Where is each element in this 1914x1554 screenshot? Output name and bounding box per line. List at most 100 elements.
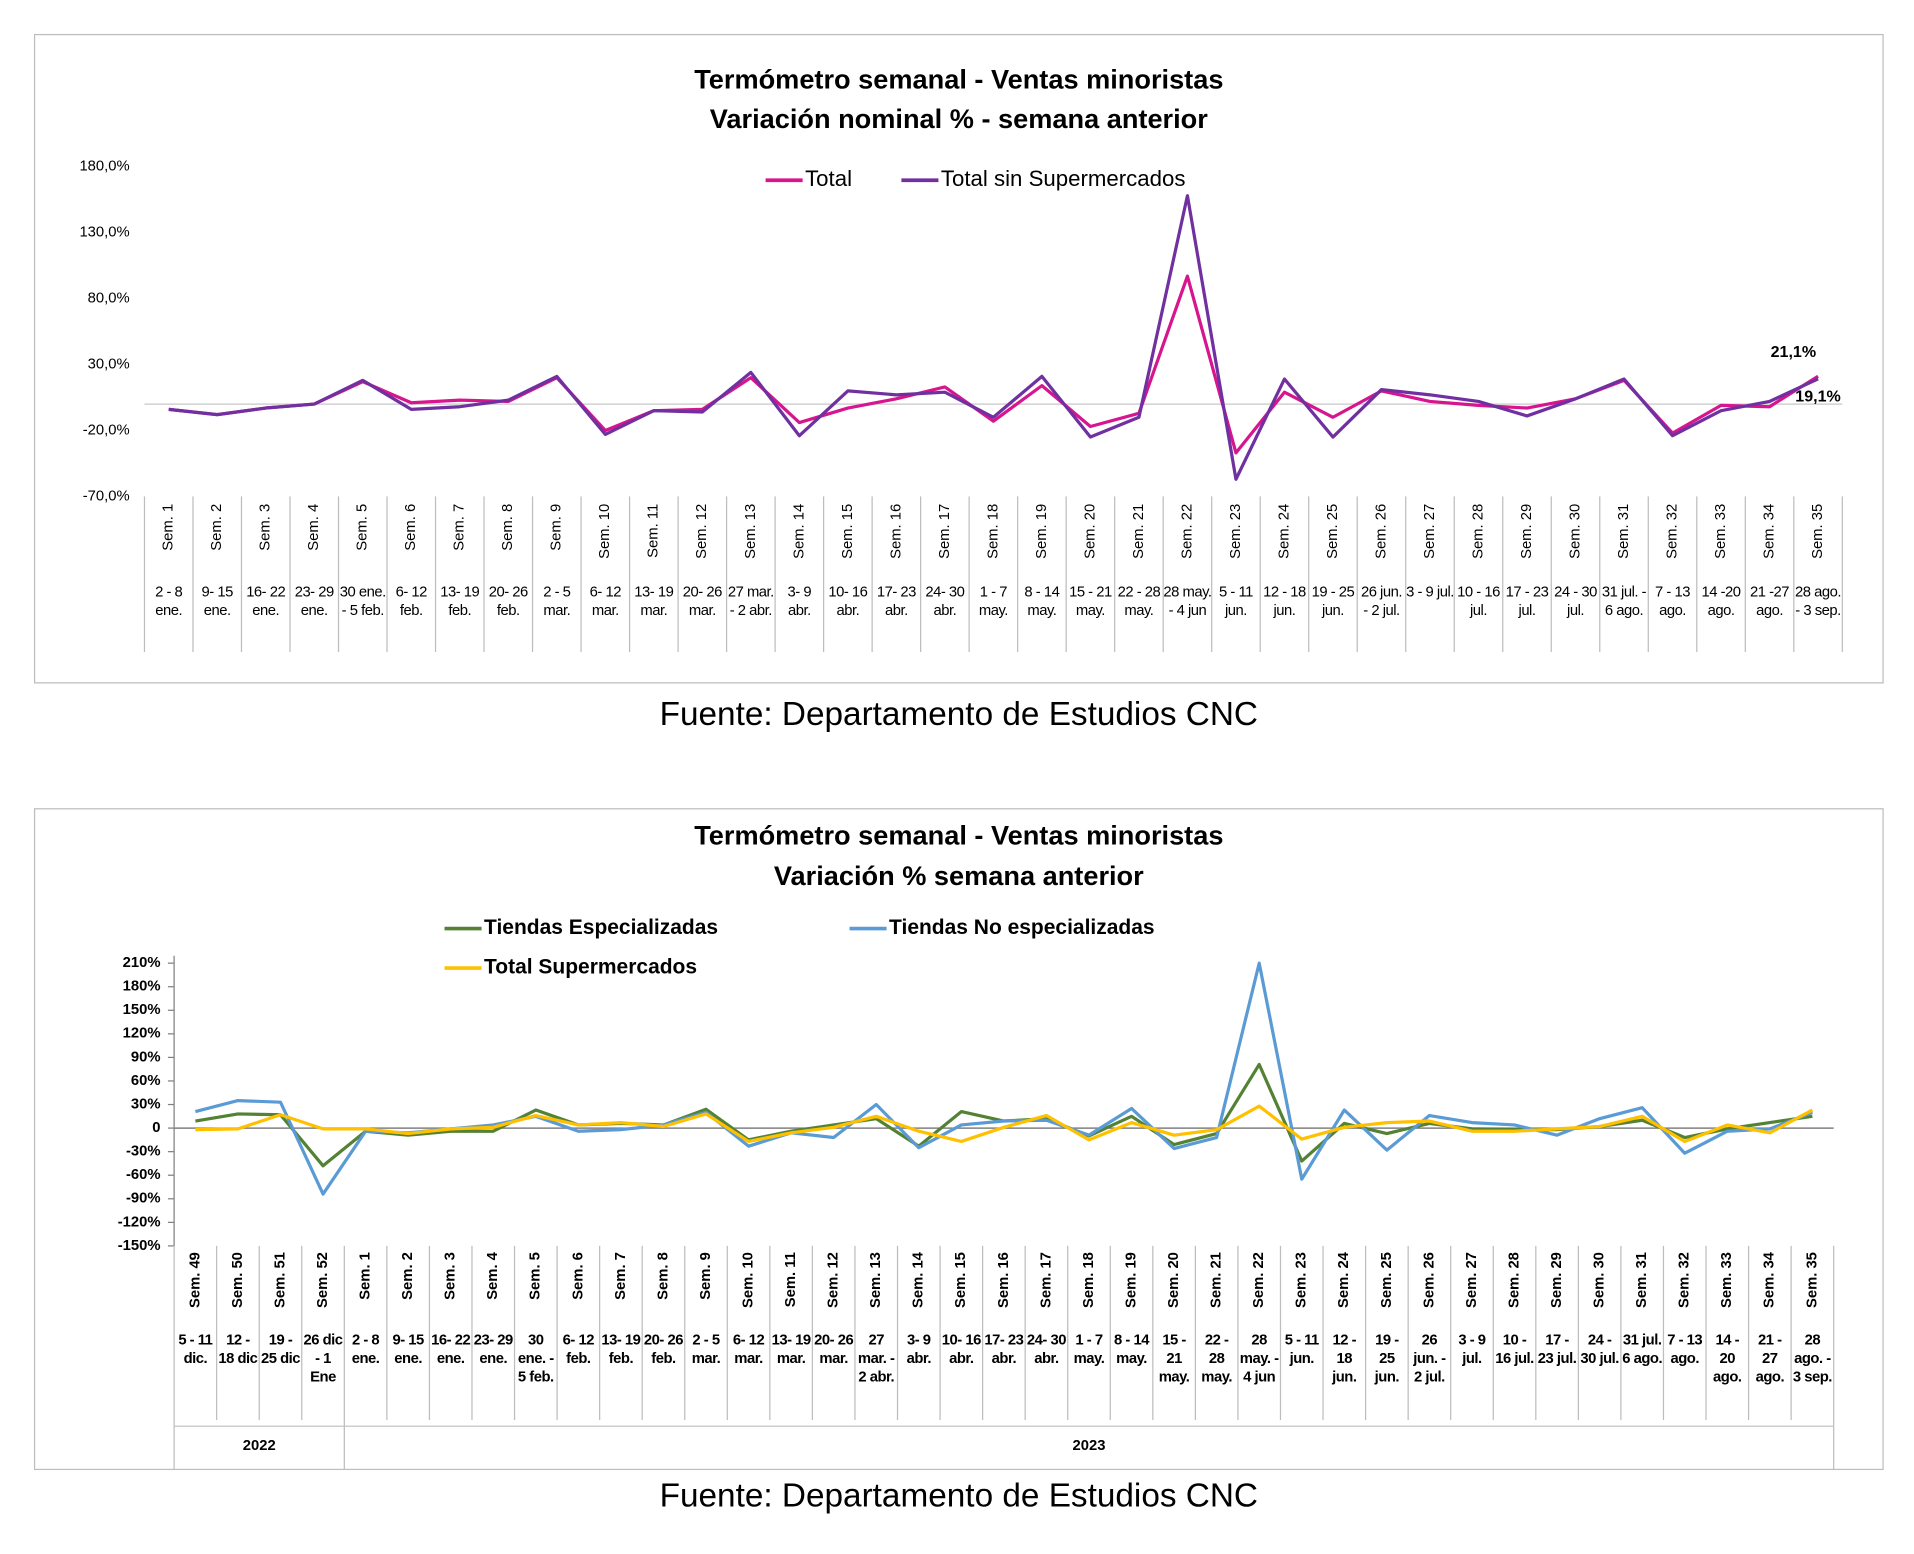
x-tick-label: Sem. 11 — [783, 1252, 799, 1307]
date-label-box: 8 - 14 may. — [1024, 582, 1060, 619]
date-label: 17- 23 abr. — [876, 582, 917, 619]
x-tick-label: Sem. 10 — [740, 1252, 756, 1308]
date-label: 2 - 5 mar. — [543, 582, 571, 619]
date-label-box: 3- 9 abr. — [907, 1331, 932, 1367]
date-label-box: 20- 26 feb. — [488, 582, 529, 619]
date-label: 13- 19 mar. — [634, 582, 674, 619]
x-tick-label: Sem. 12 — [694, 504, 710, 559]
date-label-box: 3 - 9 jul. — [1458, 1331, 1486, 1367]
legend-label: Tiendas No especializadas — [889, 916, 1155, 939]
y-tick-label: -70,0% — [83, 488, 130, 504]
x-tick-label: Sem. 2 — [209, 504, 225, 551]
x-tick-label: Sem. 29 — [1519, 504, 1535, 559]
date-label: 2 - 8 ene. — [155, 582, 183, 619]
date-label: 8 - 14 may. — [1024, 582, 1060, 619]
chart-title: Termómetro semanal - Ventas minoristas — [694, 64, 1223, 95]
x-tick-label: Sem. 25 — [1379, 1252, 1395, 1308]
date-label-box: 15 - 21 may. — [1069, 583, 1112, 619]
y-tick-label: -120% — [118, 1214, 161, 1230]
date-label-box: 24- 30 abr. — [925, 582, 965, 619]
chart-subtitle: Variación nominal % - semana anterior — [710, 103, 1208, 134]
date-label: 1 - 7 may. — [1073, 1331, 1105, 1367]
date-label-box: 5 - 11 jun. — [1219, 583, 1253, 619]
date-label-box: 22 - 28 may. — [1118, 583, 1161, 619]
date-label: 6- 12 mar. — [732, 1331, 765, 1367]
x-tick-label: Sem. 22 — [1179, 504, 1195, 559]
series-line — [168, 274, 1819, 455]
date-label: 20- 26 mar. — [814, 1331, 854, 1367]
x-tick-label: Sem. 21 — [1131, 504, 1147, 559]
date-label-box: 23- 29 ene. — [294, 582, 335, 619]
date-label: 23- 29 ene. — [294, 582, 335, 619]
x-tick-label: Sem. 15 — [953, 1252, 969, 1308]
x-tick-label: Sem. 35 — [1810, 504, 1826, 559]
legend-label: Total — [805, 166, 852, 191]
x-tick-label: Sem. 14 — [791, 504, 807, 559]
date-label-box: 28 may. - 4 jun — [1240, 1331, 1279, 1385]
x-tick-label: Sem. 14 — [911, 1251, 927, 1308]
chart-frame — [33, 808, 1884, 1471]
date-label-box: 26 jun. - 2 jul. — [1413, 1331, 1446, 1385]
x-tick-label: Sem. 34 — [1761, 504, 1777, 559]
date-label-box: 24 - 30 jul. — [1554, 583, 1597, 619]
date-label: 14 - 20 ago. — [1713, 1331, 1742, 1386]
date-label-box: 30 ene. - 5 feb. — [339, 582, 386, 619]
x-tick-label: Sem. 13 — [868, 1252, 884, 1308]
date-label: 7 - 13 ago. — [1655, 582, 1690, 619]
x-tick-label: Sem. 16 — [996, 1252, 1012, 1308]
date-label: 27 mar. - 2 abr. — [857, 1331, 895, 1386]
date-label-box: 9- 15 ene. — [202, 583, 234, 619]
y-tick-label: 60% — [131, 1073, 161, 1089]
date-label-box: 1 - 7 may. — [979, 583, 1009, 619]
x-tick-label: Sem. 17 — [1038, 1252, 1054, 1308]
x-tick-label: Sem. 19 — [1034, 504, 1050, 559]
data-label: 21,1% — [1771, 343, 1817, 361]
date-label: 24- 30 abr. — [925, 582, 965, 619]
date-label: 30 ene. - 5 feb. — [339, 582, 386, 619]
date-label: 3 - 9 jul. — [1406, 582, 1454, 601]
date-label: 10- 16 abr. — [941, 1331, 982, 1367]
date-label: 7 - 13 ago. — [1667, 1331, 1703, 1367]
y-tick-label: 90% — [131, 1049, 161, 1065]
x-tick-label: Sem. 3 — [443, 1252, 459, 1300]
date-label: 6- 12 feb. — [562, 1331, 595, 1367]
x-tick-label: Sem. 26 — [1421, 1252, 1437, 1308]
y-tick-label: 30,0% — [88, 356, 130, 372]
date-label-box: 26 jun. - 2 jul. — [1361, 583, 1403, 619]
source-note: Fuente: Departamento de Estudios CNC — [660, 696, 1258, 733]
x-tick-label: Sem. 7 — [452, 504, 468, 551]
date-label-box: 13- 19 feb. — [601, 1331, 641, 1367]
group-label: 2023 — [1073, 1438, 1106, 1454]
x-tick-label: Sem. 3 — [258, 504, 274, 551]
date-label: 16- 22 ene. — [431, 1331, 471, 1367]
date-label-box: 15 - 21 may. — [1159, 1331, 1190, 1385]
x-tick-label: Sem. 32 — [1677, 1252, 1693, 1308]
date-label: 23- 29 ene. — [473, 1331, 514, 1367]
legend-label: Total sin Supermercados — [941, 166, 1186, 191]
x-tick-label: Sem. 28 — [1470, 504, 1486, 559]
x-tick-label: Sem. 23 — [1228, 504, 1244, 559]
x-tick-label: Sem. 24 — [1336, 1251, 1352, 1308]
date-label: 19 - 25 jun. — [1374, 1331, 1400, 1386]
date-label-box: 14 - 20 ago. — [1713, 1331, 1742, 1386]
date-label: 8 - 14 may. — [1114, 1331, 1150, 1367]
date-label-box: 10- 16 abr. — [941, 1331, 982, 1367]
x-tick-label: Sem. 27 — [1464, 1252, 1480, 1308]
date-label: 13- 19 feb. — [440, 582, 480, 619]
date-label: 16- 22 ene. — [246, 582, 286, 619]
y-tick-label: -90% — [126, 1191, 161, 1207]
x-tick-label: Sem. 33 — [1713, 504, 1729, 559]
date-label: 10 - 16 jul. — [1495, 1331, 1534, 1367]
date-label-box: 10 - 16 jul. — [1457, 583, 1500, 619]
date-label-box: 2 - 8 ene. — [352, 1331, 380, 1367]
date-label-box: 5 - 11 dic. — [178, 1331, 213, 1367]
x-tick-label: Sem. 32 — [1664, 504, 1680, 559]
date-label-box: 19 - 25 jun. — [1374, 1331, 1400, 1386]
x-tick-label: Sem. 29 — [1549, 1252, 1565, 1308]
date-label-box: 7 - 13 ago. — [1667, 1331, 1703, 1367]
date-label-box: 17 - 23 jul. — [1538, 1331, 1577, 1367]
chart-subtitle: Variación % semana anterior — [774, 860, 1144, 891]
x-tick-label: Sem. 8 — [500, 504, 516, 551]
date-label: 20- 26 feb. — [488, 582, 529, 619]
x-tick-label: Sem. 4 — [485, 1251, 501, 1299]
